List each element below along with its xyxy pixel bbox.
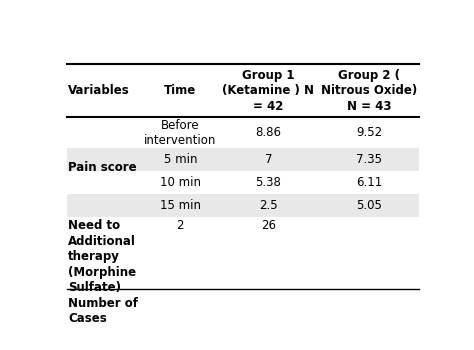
Bar — [66, 148, 419, 172]
Text: Before
intervention: Before intervention — [144, 119, 217, 147]
Text: 5.05: 5.05 — [356, 199, 382, 212]
Text: Group 1
(Ketamine ) N
= 42: Group 1 (Ketamine ) N = 42 — [222, 69, 314, 112]
Text: 5.38: 5.38 — [255, 176, 282, 189]
Text: Pain score: Pain score — [68, 161, 137, 174]
Text: 15 min: 15 min — [160, 199, 201, 212]
Text: 10 min: 10 min — [160, 176, 201, 189]
Text: Group 2 (
Nitrous Oxide)
N = 43: Group 2 ( Nitrous Oxide) N = 43 — [321, 69, 417, 112]
Text: Time: Time — [164, 84, 196, 97]
Text: 6.11: 6.11 — [356, 176, 382, 189]
Text: 2.5: 2.5 — [259, 199, 278, 212]
Text: 7.35: 7.35 — [356, 153, 382, 166]
Text: Variables: Variables — [68, 84, 130, 97]
Text: 7: 7 — [265, 153, 272, 166]
Text: Need to
Additional
therapy
(Morphine
Sulfate)
Number of
Cases: Need to Additional therapy (Morphine Sul… — [68, 219, 138, 326]
Text: 26: 26 — [261, 219, 276, 232]
Bar — [66, 194, 419, 217]
Text: 2: 2 — [177, 219, 184, 232]
Text: 9.52: 9.52 — [356, 126, 382, 139]
Text: 5 min: 5 min — [164, 153, 197, 166]
Text: 8.86: 8.86 — [255, 126, 282, 139]
